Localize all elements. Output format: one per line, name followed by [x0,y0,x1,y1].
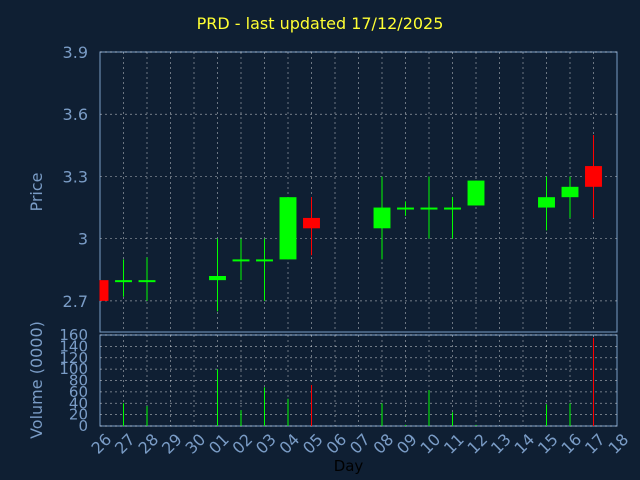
candle-body [115,280,132,283]
candle-body [303,217,320,229]
candle-body [256,259,273,262]
volume-y-tick-label: 0 [78,417,88,435]
price-y-tick-label: 3.6 [63,105,88,124]
candle-body [397,207,414,210]
price-y-tick-label: 2.7 [63,292,88,311]
volume-y-tick-label: 100 [59,360,88,378]
candle-body [373,207,391,229]
x-axis-label: Day [334,457,364,475]
candle-body [138,280,156,283]
x-tick-label: 18 [604,430,632,458]
candle-body [585,166,602,187]
price-axis-label: Price [27,172,46,211]
price-y-tick-label: 3 [78,230,88,249]
candle-body [100,280,109,301]
chart-title: PRD - last updated 17/12/2025 [196,14,444,33]
candle-body [444,207,461,210]
volume-y-tick-label: 160 [59,326,88,344]
volume-y-tick-label: 40 [69,394,88,412]
volume-y-tick-label: 120 [59,349,88,367]
candle-body [561,186,579,198]
candle-body [209,276,226,281]
price-y-tick-label: 3.3 [63,167,88,186]
volume-y-tick-label: 80 [69,372,88,390]
candle-body [279,197,297,260]
price-y-tick-label: 3.9 [63,43,88,62]
volume-y-tick-label: 60 [69,383,88,401]
candle-body [420,207,438,210]
volume-y-tick-label: 140 [59,337,88,355]
volume-axis-label: Volume (0000) [27,321,46,439]
volume-y-tick-label: 20 [69,406,88,424]
candle-body [538,197,555,208]
candle-body [467,180,485,206]
candle-body [232,259,250,262]
